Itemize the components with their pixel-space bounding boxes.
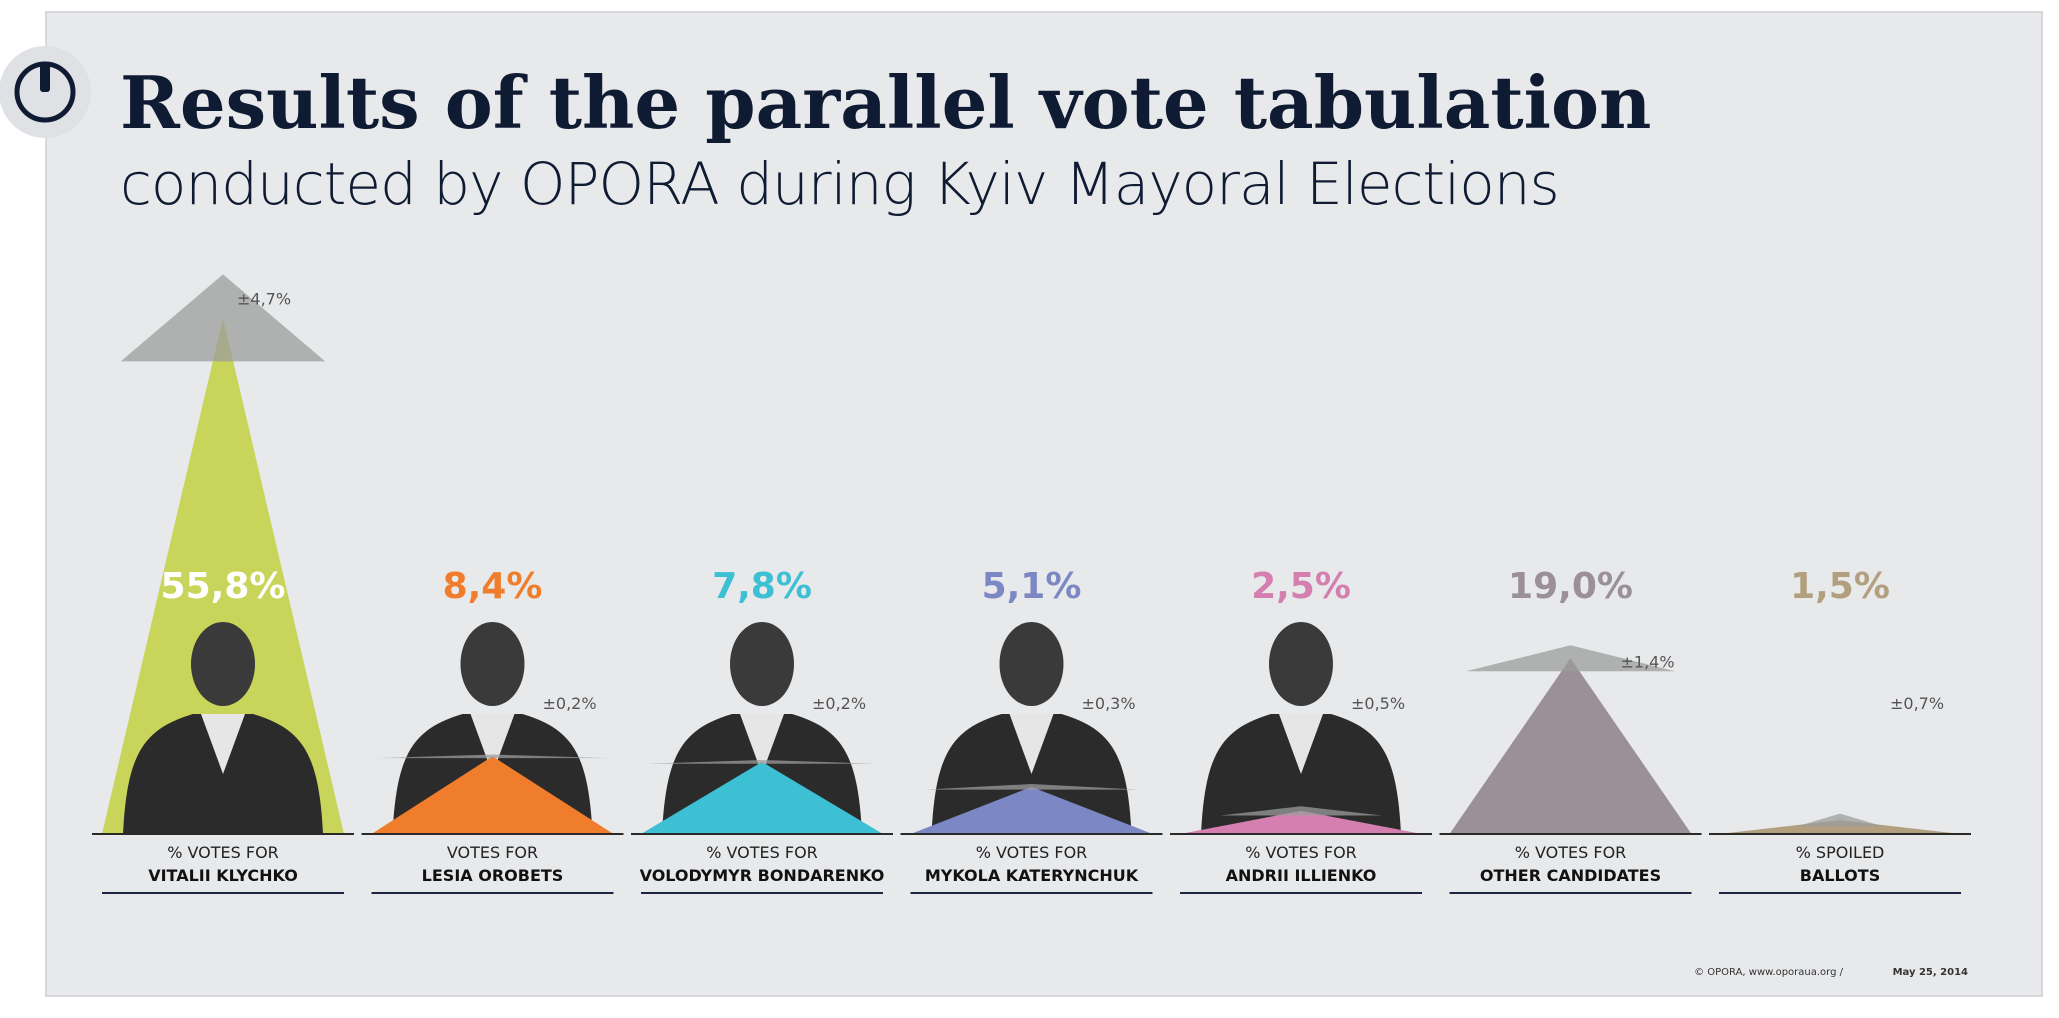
error-tip [1466, 645, 1675, 672]
category-prefix: % VOTES FOR [1245, 843, 1357, 862]
error-tip [120, 274, 326, 362]
triangle [641, 761, 883, 834]
error-label: ±4,7% [237, 289, 291, 308]
footer-source: © OPORA, www.oporaua.org / [1694, 967, 1844, 978]
photo-head [730, 622, 794, 706]
category-prefix: VOTES FOR [447, 843, 538, 862]
category-prefix: % SPOILED [1796, 843, 1885, 862]
category-prefix: % VOTES FOR [167, 843, 279, 862]
value-label: 1,5% [1790, 566, 1890, 607]
logo-plug [40, 62, 50, 92]
triangle [102, 317, 344, 835]
chart-title: Results of the parallel vote tabulation [120, 60, 1651, 145]
error-tip [1220, 806, 1382, 816]
photo-head [460, 622, 525, 706]
category-label: VITALII KLYCHKO [148, 866, 298, 885]
category-prefix: % VOTES FOR [976, 843, 1088, 862]
category-prefix: % VOTES FOR [1515, 843, 1627, 862]
photo-head [999, 622, 1064, 706]
error-tip [923, 784, 1140, 790]
error-label: ±0,7% [1890, 694, 1944, 713]
value-label: 8,4% [443, 566, 543, 607]
error-label: ±0,3% [1082, 694, 1136, 713]
value-label: 19,0% [1508, 566, 1633, 607]
photo-head [191, 622, 255, 706]
error-tip [1796, 813, 1884, 827]
triangle [1180, 810, 1422, 834]
photo-shirt [1279, 714, 1323, 774]
photo-shirt [740, 714, 784, 774]
photo-shirt [1009, 714, 1054, 774]
photo-head [1269, 622, 1333, 706]
error-tip [647, 760, 877, 764]
error-tip [377, 754, 608, 759]
value-label: 2,5% [1251, 566, 1351, 607]
footer-date: May 25, 2014 [1893, 967, 1968, 978]
error-label: ±0,5% [1351, 694, 1405, 713]
value-label: 5,1% [982, 566, 1082, 607]
category-prefix: % VOTES FOR [706, 843, 818, 862]
category-label: VOLODYMYR BONDARENKO [640, 866, 885, 885]
chart-subtitle: conducted by OPORA during Kyiv Mayoral E… [120, 150, 1559, 218]
error-label: ±0,2% [543, 694, 597, 713]
error-label: ±1,4% [1621, 652, 1675, 671]
error-label: ±0,2% [812, 694, 866, 713]
category-label: MYKOLA KATERYNCHUK [925, 866, 1139, 885]
value-label: 7,8% [712, 566, 812, 607]
triangle [1449, 658, 1692, 834]
category-label: LESIA OROBETS [422, 866, 564, 885]
category-label: BALLOTS [1800, 866, 1880, 885]
value-label: 55,8% [161, 566, 286, 607]
triangle [1719, 820, 1961, 834]
category-label: OTHER CANDIDATES [1480, 866, 1661, 885]
triangle [371, 756, 614, 834]
photo-shirt [201, 714, 245, 774]
triangle [910, 786, 1153, 834]
photo-shirt [470, 714, 515, 774]
category-label: ANDRII ILLIENKO [1226, 866, 1377, 885]
